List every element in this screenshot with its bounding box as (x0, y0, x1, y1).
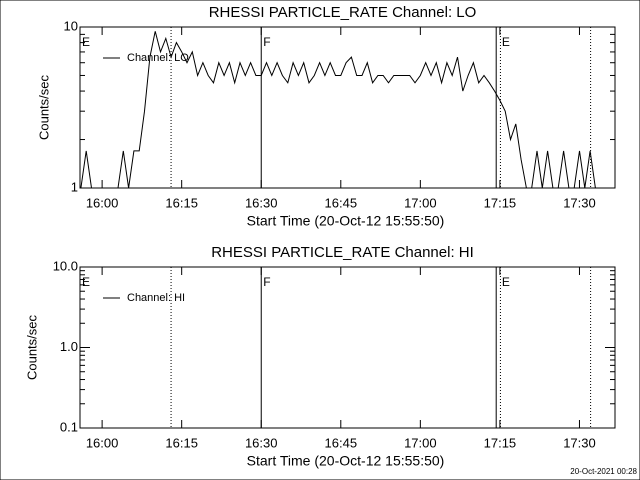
x-tick-label: 16:00 (86, 435, 119, 450)
legend-label: Channel: HI (127, 292, 185, 304)
event-label: E (82, 35, 90, 49)
footer: 20-Oct-2021 00:28 (570, 467, 637, 476)
x-tick-label: 17:30 (563, 195, 596, 210)
event-label: F (263, 275, 270, 289)
y-tick-label: 10.0 (53, 258, 78, 273)
legend-label: Channel: LO (127, 52, 189, 64)
x-tick-label: 16:45 (325, 435, 358, 450)
event-label: E (502, 275, 510, 289)
chart-title: RHESSI PARTICLE_RATE Channel: HI (211, 244, 474, 261)
y-tick-label: 1 (71, 179, 78, 194)
x-axis-label: Start Time (20-Oct-12 15:55:50) (247, 213, 445, 229)
x-tick-label: 16:30 (245, 195, 278, 210)
event-label: E (502, 35, 510, 49)
plot-frame (79, 26, 616, 189)
x-tick-label: 17:00 (404, 435, 437, 450)
x-tick-label: 17:15 (484, 435, 517, 450)
x-tick-label: 16:00 (86, 195, 119, 210)
x-tick-label: 16:15 (165, 435, 198, 450)
x-tick-label: 16:45 (325, 195, 358, 210)
event-label: F (263, 35, 270, 49)
y-tick-label: 1.0 (60, 339, 78, 354)
x-tick-label: 17:15 (484, 195, 517, 210)
data-line (80, 31, 606, 189)
x-tick-label: 17:00 (404, 195, 437, 210)
y-axis-label: Counts/sec (36, 74, 51, 140)
x-tick-label: 16:30 (245, 435, 278, 450)
chart-title: RHESSI PARTICLE_RATE Channel: LO (209, 4, 477, 21)
x-tick-label: 17:30 (563, 435, 596, 450)
y-tick-label: 0.1 (60, 419, 78, 434)
x-axis-label: Start Time (20-Oct-12 15:55:50) (247, 453, 445, 469)
x-tick-label: 16:15 (165, 195, 198, 210)
y-axis-label: Counts/sec (24, 314, 39, 380)
y-tick-label: 10 (64, 18, 78, 33)
event-label: E (82, 275, 90, 289)
